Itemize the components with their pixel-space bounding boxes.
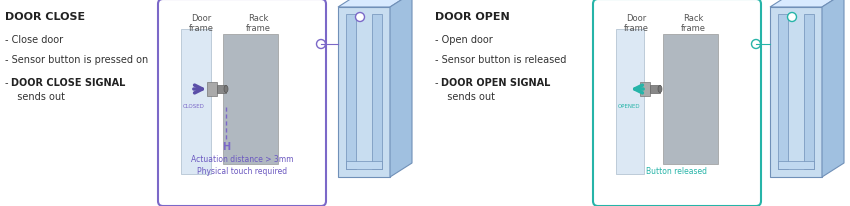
Text: Actuation distance > 3mm: Actuation distance > 3mm xyxy=(190,154,293,163)
Bar xyxy=(207,83,217,97)
Polygon shape xyxy=(770,0,844,8)
Ellipse shape xyxy=(658,86,662,93)
Text: DOOR CLOSE SIGNAL: DOOR CLOSE SIGNAL xyxy=(11,78,126,88)
Text: OPENED: OPENED xyxy=(618,103,641,109)
Ellipse shape xyxy=(224,86,228,93)
Text: Button released: Button released xyxy=(647,166,707,175)
Bar xyxy=(217,85,226,94)
Polygon shape xyxy=(822,0,844,177)
Text: - Sensor button is released: - Sensor button is released xyxy=(435,55,566,65)
Bar xyxy=(778,161,814,169)
Bar xyxy=(663,35,718,164)
Circle shape xyxy=(355,13,365,22)
Polygon shape xyxy=(390,0,412,177)
Bar xyxy=(372,15,382,169)
Text: - Close door: - Close door xyxy=(5,35,63,45)
Text: - Open door: - Open door xyxy=(435,35,493,45)
Polygon shape xyxy=(338,0,412,8)
Text: sends out: sends out xyxy=(11,91,65,102)
Circle shape xyxy=(787,13,796,22)
Bar xyxy=(346,161,382,169)
FancyBboxPatch shape xyxy=(593,0,761,206)
Bar xyxy=(616,30,644,174)
Bar xyxy=(346,15,356,169)
Text: sends out: sends out xyxy=(441,91,495,102)
Text: Door
frame: Door frame xyxy=(189,14,213,33)
Text: -: - xyxy=(5,78,12,88)
Circle shape xyxy=(751,40,761,49)
Text: DOOR OPEN SIGNAL: DOOR OPEN SIGNAL xyxy=(441,78,551,88)
Bar xyxy=(640,83,650,97)
Bar xyxy=(778,15,788,169)
Bar xyxy=(338,8,390,177)
Text: - Sensor button is pressed on: - Sensor button is pressed on xyxy=(5,55,148,65)
Circle shape xyxy=(316,40,326,49)
FancyBboxPatch shape xyxy=(158,0,326,206)
Text: CLOSED: CLOSED xyxy=(183,103,205,109)
Bar xyxy=(804,15,814,169)
Text: DOOR OPEN: DOOR OPEN xyxy=(435,12,510,22)
Text: Door
frame: Door frame xyxy=(624,14,649,33)
Bar xyxy=(181,30,211,174)
Text: Rack
frame: Rack frame xyxy=(246,14,270,33)
Bar xyxy=(223,35,278,164)
Bar xyxy=(770,8,822,177)
Text: -: - xyxy=(435,78,442,88)
Bar xyxy=(650,85,660,94)
Text: Physical touch required: Physical touch required xyxy=(197,166,287,175)
Text: Rack
frame: Rack frame xyxy=(681,14,706,33)
Text: H: H xyxy=(222,141,230,151)
Text: DOOR CLOSE: DOOR CLOSE xyxy=(5,12,85,22)
